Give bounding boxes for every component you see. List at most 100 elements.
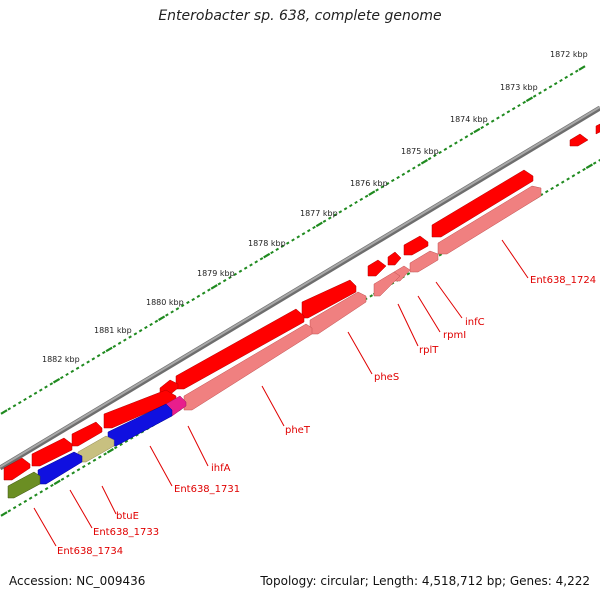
minor-tick — [464, 135, 469, 139]
kbp-label: 1875 kbp — [401, 147, 439, 156]
minor-tick — [391, 178, 395, 183]
minor-tick — [506, 110, 511, 114]
kbp-label: 1874 kbp — [450, 115, 488, 124]
minor-tick — [291, 238, 295, 242]
minor-tick — [406, 272, 411, 276]
major-tick — [105, 346, 113, 353]
minor-tick — [44, 385, 48, 389]
minor-tick — [343, 207, 348, 211]
minor-tick — [75, 366, 80, 370]
minor-tick — [448, 144, 453, 148]
gene-arrow[interactable] — [403, 235, 429, 256]
major-tick — [106, 448, 114, 454]
minor-tick — [180, 304, 185, 308]
minor-tick — [201, 291, 206, 295]
genome-backbone-highlight — [0, 106, 600, 468]
minor-tick — [71, 471, 76, 475]
minor-tick — [569, 72, 574, 76]
minor-tick — [364, 194, 369, 198]
minor-tick — [401, 172, 406, 176]
minor-tick — [598, 158, 600, 162]
minor-tick — [34, 493, 38, 497]
minor-tick — [124, 439, 129, 443]
minor-tick — [170, 310, 174, 314]
kbp-label: 1881 kbp — [94, 326, 132, 335]
minor-tick — [228, 275, 232, 280]
minor-tick — [28, 496, 33, 500]
minor-tick — [553, 82, 558, 86]
gene-arrow[interactable] — [3, 457, 31, 481]
minor-tick — [81, 464, 86, 469]
minor-tick — [102, 350, 106, 355]
gene-label: pheS — [374, 372, 399, 383]
minor-tick — [559, 78, 563, 83]
minor-tick — [375, 188, 379, 192]
minor-tick — [275, 247, 279, 251]
gene-label: Ent638_1731 — [174, 484, 240, 495]
major-tick — [210, 284, 218, 290]
minor-tick — [18, 401, 22, 405]
minor-tick — [490, 119, 495, 123]
minor-tick — [96, 354, 101, 358]
minor-tick — [564, 75, 568, 79]
minor-tick — [92, 458, 97, 462]
gene-label: rpmI — [443, 330, 466, 341]
gene-arrow[interactable] — [7, 471, 41, 499]
minor-tick — [555, 183, 560, 187]
gene-arrow[interactable] — [373, 271, 401, 297]
minor-tick — [119, 442, 123, 447]
minor-tick — [97, 455, 102, 459]
minor-tick — [592, 161, 597, 165]
minor-tick — [459, 138, 463, 142]
gene-label: btuE — [116, 511, 139, 522]
minor-tick — [485, 122, 490, 126]
minor-tick — [165, 313, 169, 317]
minor-tick — [249, 263, 253, 267]
major-tick — [0, 409, 8, 415]
reverse-strand-genes — [7, 185, 542, 499]
gene-arrow[interactable] — [31, 437, 73, 467]
gene-arrow[interactable] — [569, 133, 589, 147]
minor-tick — [443, 147, 448, 151]
minor-tick — [522, 100, 527, 105]
minor-tick — [28, 394, 33, 398]
minor-tick — [44, 487, 49, 491]
kbp-label: 1879 kbp — [197, 269, 235, 278]
minor-tick — [469, 132, 474, 136]
forward-strand-genes — [3, 123, 600, 481]
minor-tick — [307, 229, 311, 233]
minor-tick — [59, 375, 64, 380]
minor-tick — [154, 319, 159, 323]
gene-arrow[interactable] — [409, 250, 439, 273]
gene-label: pheT — [285, 425, 311, 436]
minor-tick — [501, 113, 506, 117]
minor-tick — [517, 103, 521, 108]
minor-tick — [238, 269, 243, 273]
kbp-label: 1876 kbp — [350, 179, 388, 188]
minor-tick — [369, 294, 374, 298]
kbp-label: 1878 kbp — [248, 239, 286, 248]
minor-tick — [396, 175, 400, 180]
gene-label: rplT — [419, 345, 439, 356]
minor-tick — [38, 388, 43, 392]
minor-tick — [576, 171, 581, 175]
minor-tick — [438, 253, 443, 257]
minor-tick — [532, 94, 537, 98]
gene-arrow[interactable] — [387, 251, 402, 266]
gene-arrow[interactable] — [367, 259, 387, 277]
minor-tick — [427, 157, 432, 161]
gene-arrow[interactable] — [183, 323, 313, 411]
gene-arrow[interactable] — [595, 123, 600, 135]
major-tick — [0, 511, 8, 517]
minor-tick — [312, 225, 316, 230]
major-tick — [473, 127, 481, 134]
minor-tick — [385, 182, 390, 186]
minor-tick — [65, 372, 69, 377]
minor-tick — [566, 177, 570, 181]
gene-arrow[interactable] — [431, 169, 534, 238]
minor-tick — [129, 436, 134, 440]
minor-tick — [86, 360, 90, 364]
minor-tick — [285, 241, 290, 245]
kbp-label: 1880 kbp — [146, 298, 184, 307]
